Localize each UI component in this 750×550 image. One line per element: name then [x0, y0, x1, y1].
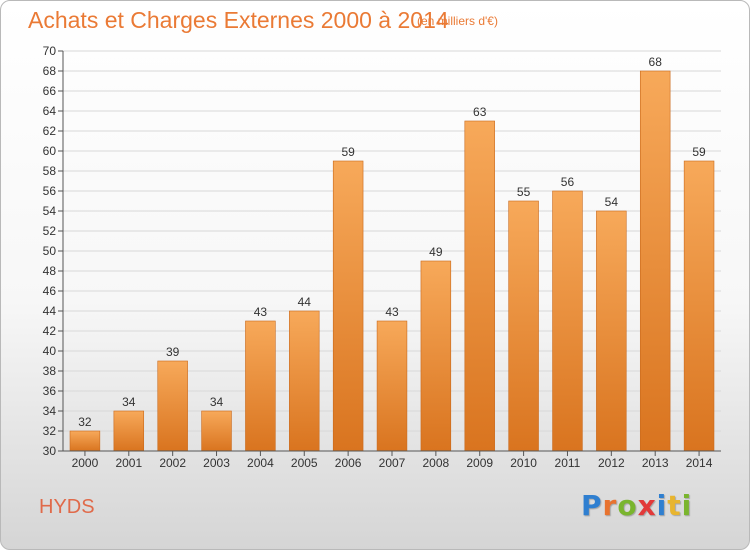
- bar-value-label: 39: [166, 345, 180, 359]
- y-tick-label: 30: [43, 444, 57, 458]
- axes: [58, 50, 721, 456]
- bar-value-label: 43: [385, 305, 399, 319]
- city-name: HYDS: [39, 496, 95, 518]
- bar: [245, 320, 276, 452]
- x-tick-label: 2013: [642, 456, 669, 470]
- bar-value-label: 56: [561, 175, 575, 189]
- y-tick-label: 52: [43, 224, 57, 238]
- logo-letter: i: [656, 489, 668, 522]
- x-tick-label: 2011: [555, 456, 581, 470]
- y-tick-label: 62: [43, 124, 57, 138]
- y-tick-label: 46: [43, 284, 57, 298]
- bar-value-label: 55: [517, 185, 531, 199]
- logo-letter: o: [617, 489, 638, 522]
- bar-value-label: 44: [298, 295, 312, 309]
- y-tick-label: 64: [43, 104, 57, 118]
- y-tick-label: 70: [43, 44, 57, 58]
- y-tick-label: 34: [43, 404, 57, 418]
- y-tick-label: 54: [43, 204, 57, 218]
- y-tick-label: 68: [43, 64, 57, 78]
- bar: [113, 410, 145, 452]
- logo-letter: x: [637, 489, 657, 522]
- bar: [552, 190, 583, 452]
- y-tick-label: 40: [43, 344, 57, 358]
- bar: [508, 200, 539, 452]
- bar-value-label: 49: [429, 245, 443, 259]
- x-tick-label: 2014: [686, 456, 713, 470]
- x-tick-label: 2004: [247, 456, 274, 470]
- proxiti-logo: Proxiti: [581, 489, 692, 522]
- x-tick-label: 2012: [598, 456, 625, 470]
- y-tick-label: 44: [43, 304, 57, 318]
- bar-value-label: 59: [692, 145, 706, 159]
- bar: [596, 210, 627, 452]
- y-tick-label: 36: [43, 384, 57, 398]
- y-tick-label: 48: [43, 264, 57, 278]
- logo-letter: r: [602, 489, 618, 522]
- chart-unit: (en milliers d'€): [417, 14, 498, 28]
- x-tick-label: 2003: [203, 456, 230, 470]
- x-tick-label: 2001: [115, 456, 142, 470]
- x-tick-label: 2009: [466, 456, 493, 470]
- bar-value-label: 34: [210, 395, 224, 409]
- x-tick-label: 2006: [335, 456, 362, 470]
- bar: [639, 70, 671, 452]
- bar: [69, 430, 101, 452]
- bar-value-label: 32: [78, 415, 92, 429]
- y-tick-label: 50: [43, 244, 57, 258]
- bar-value-label: 68: [649, 55, 663, 69]
- y-tick-label: 58: [43, 164, 57, 178]
- bars: [69, 70, 715, 452]
- bar-value-label: 59: [341, 145, 355, 159]
- x-tick-label: 2005: [291, 456, 318, 470]
- bar-value-label: 43: [254, 305, 268, 319]
- logo-letter: P: [581, 489, 603, 522]
- y-tick-label: 56: [43, 184, 57, 198]
- bar-value-label: 54: [605, 195, 619, 209]
- bar: [157, 360, 188, 452]
- bar: [683, 160, 715, 452]
- bar: [420, 260, 452, 452]
- bar-value-label: 34: [122, 395, 136, 409]
- bar-value-label: 63: [473, 105, 487, 119]
- y-tick-label: 60: [43, 144, 57, 158]
- bar: [332, 160, 364, 452]
- logo-letter: i: [681, 489, 693, 522]
- y-tick-label: 66: [43, 84, 57, 98]
- labels: 30 32 34 36 38 40 42 44 46 48 50 52 54 56 58 60 62 64 66 68…: [43, 44, 713, 470]
- y-tick-label: 32: [43, 424, 57, 438]
- bar: [289, 310, 320, 452]
- y-tick-label: 38: [43, 364, 57, 378]
- x-tick-label: 2008: [423, 456, 450, 470]
- logo-letter: t: [667, 489, 682, 522]
- x-tick-label: 2010: [510, 456, 537, 470]
- bar: [464, 120, 495, 452]
- x-tick-label: 2007: [379, 456, 406, 470]
- chart-title: Achats et Charges Externes 2000 à 2014: [28, 7, 449, 33]
- bar: [376, 320, 408, 452]
- y-tick-label: 42: [43, 324, 57, 338]
- x-tick-label: 2002: [159, 456, 186, 470]
- x-tick-label: 2000: [72, 456, 99, 470]
- bar: [201, 410, 232, 452]
